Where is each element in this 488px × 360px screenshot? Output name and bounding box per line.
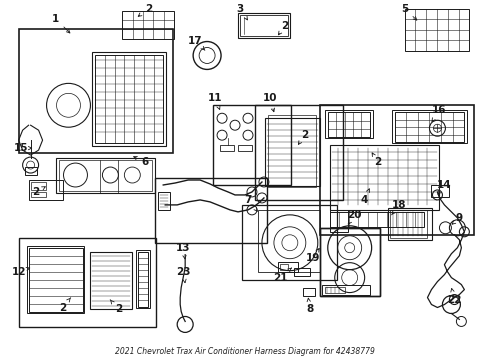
Text: 23: 23: [176, 267, 190, 283]
Bar: [238, 13, 289, 37]
Text: 17: 17: [187, 36, 204, 50]
Bar: [404, 9, 468, 50]
Bar: [238, 145, 251, 151]
Text: 2: 2: [371, 153, 381, 167]
Bar: [90, 252, 132, 310]
Bar: [29, 248, 83, 312]
Text: 7: 7: [244, 195, 257, 211]
Text: 13: 13: [176, 243, 190, 259]
Bar: [329, 210, 347, 232]
Text: 18: 18: [391, 200, 406, 215]
Bar: [319, 228, 379, 296]
Bar: [26, 246, 84, 314]
Bar: [240, 15, 287, 36]
Bar: [220, 145, 234, 151]
Bar: [95, 55, 163, 143]
Bar: [24, 167, 37, 175]
Text: 2: 2: [278, 21, 288, 35]
Bar: [59, 160, 152, 191]
Text: 19: 19: [305, 248, 319, 263]
Text: 20: 20: [347, 210, 361, 224]
Bar: [293, 268, 309, 276]
Bar: [329, 212, 424, 227]
Text: 2: 2: [110, 300, 122, 315]
Bar: [254, 105, 342, 200]
Text: 21: 21: [272, 268, 291, 283]
Bar: [31, 182, 45, 190]
Text: 2: 2: [32, 187, 45, 197]
Text: 16: 16: [431, 105, 446, 121]
Text: 5: 5: [400, 4, 416, 20]
Text: 2021 Chevrolet Trax Air Conditioner Harness Diagram for 42438779: 2021 Chevrolet Trax Air Conditioner Harn…: [114, 347, 374, 356]
Text: 2: 2: [298, 130, 308, 144]
Bar: [213, 105, 290, 185]
Text: 12: 12: [11, 267, 30, 276]
Bar: [258, 210, 319, 272]
Bar: [264, 118, 319, 186]
Bar: [242, 205, 336, 280]
Bar: [56, 158, 155, 193]
Bar: [389, 210, 427, 238]
Bar: [324, 287, 344, 293]
Bar: [138, 252, 148, 306]
Bar: [92, 53, 166, 146]
Text: 3: 3: [236, 4, 247, 20]
Text: 1: 1: [52, 14, 70, 33]
Bar: [430, 185, 448, 197]
Bar: [158, 192, 170, 210]
Bar: [321, 285, 369, 294]
Text: 2: 2: [138, 4, 152, 16]
Text: 6: 6: [133, 157, 149, 167]
Text: 8: 8: [305, 298, 313, 315]
Text: 9: 9: [451, 213, 462, 224]
Bar: [319, 105, 473, 235]
Bar: [29, 180, 62, 200]
Text: 10: 10: [262, 93, 277, 112]
Text: 22: 22: [446, 288, 461, 305]
Bar: [279, 264, 287, 270]
Bar: [19, 238, 156, 328]
Bar: [319, 228, 379, 296]
Bar: [277, 262, 297, 272]
Text: 15: 15: [13, 143, 32, 153]
Bar: [31, 192, 45, 197]
Bar: [302, 288, 314, 296]
Bar: [136, 250, 150, 307]
Bar: [267, 115, 315, 187]
Text: 11: 11: [207, 93, 222, 109]
Text: 4: 4: [360, 189, 369, 205]
Bar: [394, 112, 464, 142]
Bar: [391, 110, 467, 143]
Bar: [19, 28, 173, 153]
Text: 2: 2: [59, 298, 71, 312]
Bar: [324, 110, 372, 138]
Bar: [327, 112, 369, 137]
Bar: [387, 208, 431, 240]
Bar: [155, 178, 266, 243]
Bar: [329, 145, 439, 210]
Bar: [122, 11, 174, 39]
Text: 14: 14: [436, 180, 451, 194]
